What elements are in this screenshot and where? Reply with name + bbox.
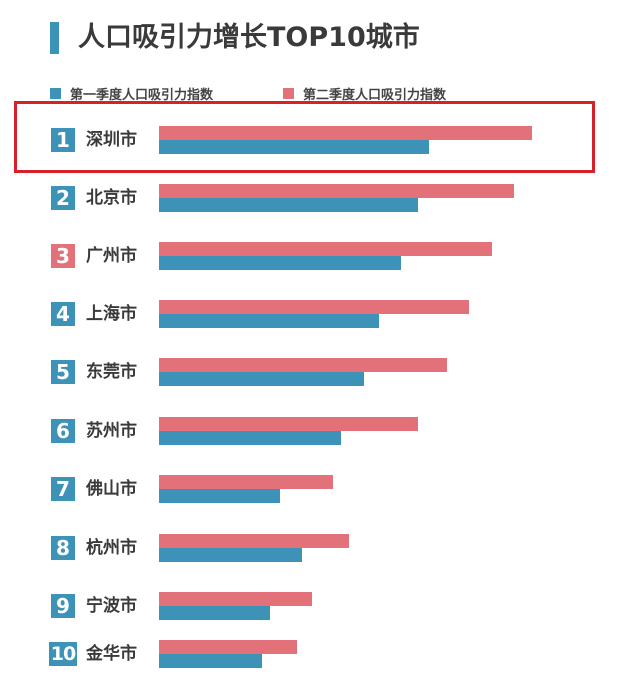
- city-label-9: 宁波市: [86, 596, 137, 616]
- rank-badge-3: 3: [51, 244, 75, 268]
- bar-q2-3: [159, 242, 492, 256]
- city-label-2: 北京市: [86, 188, 137, 208]
- rank-badge-10: 10: [49, 642, 77, 666]
- bar-q2-10: [159, 640, 297, 654]
- bar-q1-3: [159, 256, 401, 270]
- legend-item-q2: 第二季度人口吸引力指数: [283, 84, 447, 103]
- city-label-7: 佛山市: [86, 479, 137, 499]
- rank-badge-2: 2: [51, 186, 75, 210]
- bar-q1-1: [159, 140, 429, 154]
- bar-q2-1: [159, 126, 532, 140]
- bar-q1-2: [159, 198, 418, 212]
- city-label-6: 苏州市: [86, 421, 137, 441]
- city-label-10: 金华市: [86, 644, 137, 664]
- bar-q2-7: [159, 475, 333, 489]
- bar-q2-9: [159, 592, 312, 606]
- city-label-5: 东莞市: [86, 362, 137, 382]
- city-label-8: 杭州市: [86, 538, 137, 558]
- city-label-1: 深圳市: [86, 130, 137, 150]
- chart-title: 人口吸引力增长TOP10城市: [78, 22, 420, 53]
- legend-label-q2: 第二季度人口吸引力指数: [303, 87, 447, 103]
- title-accent-bar: [50, 22, 59, 54]
- city-label-4: 上海市: [86, 304, 137, 324]
- bar-q1-9: [159, 606, 270, 620]
- rank-badge-5: 5: [51, 360, 75, 384]
- bar-q1-8: [159, 548, 302, 562]
- rank-badge-1: 1: [51, 128, 75, 152]
- rank-badge-9: 9: [51, 594, 75, 618]
- legend-label-q1: 第一季度人口吸引力指数: [70, 87, 214, 103]
- rank-badge-7: 7: [51, 477, 75, 501]
- bar-q2-4: [159, 300, 469, 314]
- bar-q1-6: [159, 431, 341, 445]
- rank-badge-8: 8: [51, 536, 75, 560]
- bar-q1-5: [159, 372, 364, 386]
- bar-q2-2: [159, 184, 514, 198]
- legend-swatch-q2: [283, 87, 294, 99]
- rank-badge-4: 4: [51, 302, 75, 326]
- bar-q2-5: [159, 358, 447, 372]
- rank-badge-6: 6: [51, 419, 75, 443]
- bar-q2-6: [159, 417, 418, 431]
- bar-q1-7: [159, 489, 280, 503]
- bar-q1-10: [159, 654, 262, 668]
- bar-q2-8: [159, 534, 349, 548]
- highlight-box: [14, 101, 595, 173]
- city-label-3: 广州市: [86, 246, 137, 266]
- legend-item-q1: 第一季度人口吸引力指数: [50, 84, 214, 103]
- legend-swatch-q1: [50, 87, 61, 99]
- bar-q1-4: [159, 314, 379, 328]
